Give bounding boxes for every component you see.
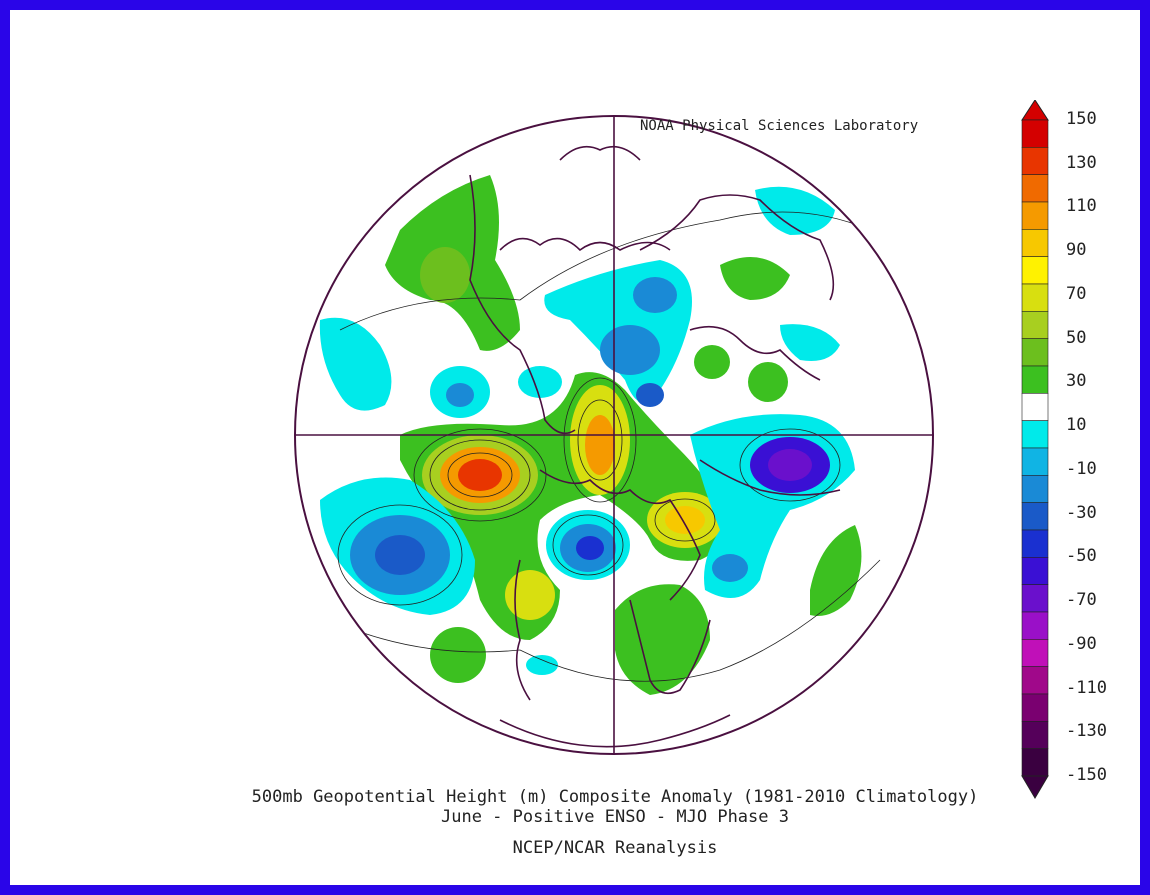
colorbar-arrow-bottom bbox=[1021, 775, 1049, 799]
colorbar-label: 110 bbox=[1066, 196, 1097, 217]
credit-label: NOAA Physical Sciences Laboratory bbox=[640, 118, 919, 134]
colorbar-swatch bbox=[1021, 557, 1049, 585]
colorbar-label: -50 bbox=[1066, 546, 1097, 567]
anomaly-positive-africa bbox=[615, 584, 710, 695]
map-boundary bbox=[294, 115, 934, 755]
colorbar-swatch bbox=[1021, 447, 1049, 476]
colorbar-arrow-top bbox=[1021, 100, 1049, 121]
color-scale-bar bbox=[1021, 100, 1049, 799]
colorbar-swatch bbox=[1021, 311, 1049, 339]
colorbar-swatch bbox=[1021, 119, 1049, 148]
colorbar-label: -150 bbox=[1066, 765, 1107, 785]
map-title: 500mb Geopotential Height (m) Composite … bbox=[251, 787, 979, 807]
colorbar-label: -70 bbox=[1066, 590, 1097, 611]
coastlines bbox=[469, 145, 841, 748]
colorbar-swatch bbox=[1021, 256, 1049, 285]
colorbar-label: 10 bbox=[1066, 415, 1087, 436]
contour-lines bbox=[329, 211, 881, 682]
colorbar-swatch bbox=[1021, 393, 1049, 421]
data-source: NCEP/NCAR Reanalysis bbox=[512, 838, 718, 858]
colorbar-swatch bbox=[1021, 502, 1049, 531]
colorbar-swatch bbox=[1021, 365, 1049, 394]
colorbar-swatch bbox=[1021, 721, 1049, 749]
colorbar-label: 150 bbox=[1066, 109, 1097, 129]
colorbar-swatch bbox=[1021, 229, 1049, 257]
colorbar-label: 90 bbox=[1066, 240, 1087, 261]
colorbar-label: -130 bbox=[1066, 721, 1107, 742]
colorbar-label: 70 bbox=[1066, 283, 1087, 304]
colorbar-swatch bbox=[1021, 283, 1049, 312]
anomaly-fields bbox=[319, 175, 862, 695]
colorbar-swatch bbox=[1021, 693, 1049, 722]
colorbar-swatch bbox=[1021, 611, 1049, 640]
colorbar-label: 30 bbox=[1066, 371, 1087, 392]
colorbar-swatch bbox=[1021, 201, 1049, 230]
colorbar-swatch bbox=[1021, 174, 1049, 203]
colorbar-swatch bbox=[1021, 748, 1049, 777]
colorbar-label: -10 bbox=[1066, 458, 1097, 479]
anomaly-negative-westpac bbox=[319, 317, 392, 411]
colorbar-swatch bbox=[1021, 529, 1049, 558]
colorbar-swatch bbox=[1021, 666, 1049, 695]
colorbar-swatch bbox=[1021, 147, 1049, 175]
colorbar-label: 50 bbox=[1066, 327, 1087, 348]
colorbar-label: 130 bbox=[1066, 152, 1097, 173]
map-subtitle: June - Positive ENSO - MJO Phase 3 bbox=[441, 807, 789, 827]
colorbar-label: -90 bbox=[1066, 633, 1097, 654]
colorbar-label: -110 bbox=[1066, 677, 1107, 698]
colorbar-swatch bbox=[1021, 475, 1049, 503]
colorbar-label: -30 bbox=[1066, 502, 1097, 523]
colorbar-swatch bbox=[1021, 584, 1049, 613]
colorbar-swatch bbox=[1021, 338, 1049, 367]
colorbar-swatch bbox=[1021, 639, 1049, 667]
colorbar-swatch bbox=[1021, 420, 1049, 449]
